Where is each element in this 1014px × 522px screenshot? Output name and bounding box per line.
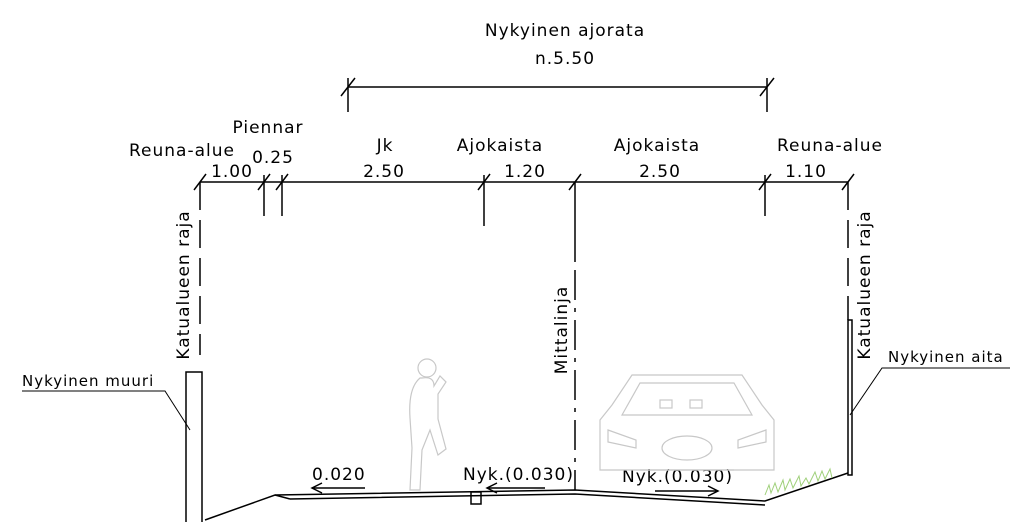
wall-callout: Nykyinen muuri: [22, 372, 154, 390]
fence-leader: [849, 367, 1010, 416]
center-line-label: Mittalinja: [552, 286, 572, 375]
right-boundary-label: Katualueen raja: [855, 210, 875, 359]
top-dimension: [340, 77, 775, 112]
slope-arrow: [655, 485, 720, 497]
fence-callout: Nykyinen aita: [888, 348, 1004, 366]
main-dimension: [193, 173, 855, 226]
title-value: n.5.50: [535, 49, 595, 69]
dimension-value: 2.50: [363, 162, 405, 182]
slope-label: 0.020: [312, 465, 366, 485]
car: [599, 374, 775, 471]
slope-label: Nyk.(0.030): [622, 467, 733, 487]
dimension-label: Reuna-alue: [777, 136, 883, 156]
wall-leader: [22, 390, 191, 431]
slope-arrow: [485, 482, 545, 494]
slope-arrow: [310, 482, 365, 494]
dimension-label: Reuna-alue: [129, 141, 235, 161]
slope-label: Nyk.(0.030): [463, 465, 574, 485]
dimension-label: Ajokaista: [457, 136, 543, 156]
dimension-label: Ajokaista: [614, 136, 700, 156]
grass: [764, 467, 833, 496]
dimension-value: 1.00: [211, 162, 253, 182]
dimension-value: 1.10: [785, 162, 827, 182]
fence: [847, 319, 853, 476]
pedestrian: [409, 358, 447, 491]
dimension-label: Piennar: [232, 118, 303, 138]
left-boundary-label: Katualueen raja: [174, 210, 194, 359]
dimension-value: 0.25: [252, 148, 294, 168]
ground: [204, 472, 849, 521]
wall: [185, 371, 203, 522]
title-label: Nykyinen ajorata: [485, 21, 645, 41]
dimension-value: 1.20: [504, 162, 546, 182]
dimension-label: Jk: [376, 136, 394, 156]
dimension-value: 2.50: [639, 162, 681, 182]
